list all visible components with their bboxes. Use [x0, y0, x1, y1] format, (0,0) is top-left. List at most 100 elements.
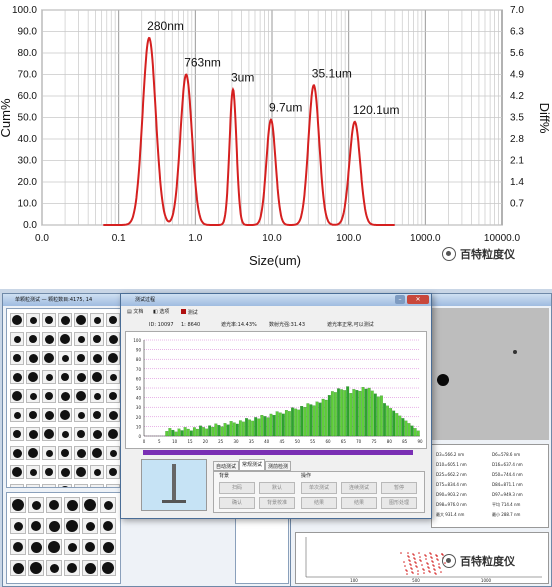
continuous-test-button[interactable]: 连续测试: [341, 482, 377, 494]
particle-thumbnail[interactable]: [10, 389, 24, 403]
particle-thumbnail[interactable]: [82, 539, 98, 555]
particle-thumbnail[interactable]: [10, 484, 24, 487]
particle-thumbnail[interactable]: [28, 497, 44, 513]
particle-thumbnail[interactable]: [106, 408, 120, 422]
particle-thumbnail[interactable]: [74, 370, 88, 384]
particle-thumbnail[interactable]: [10, 427, 24, 441]
particle-thumbnail[interactable]: [74, 313, 88, 327]
particle-thumbnail[interactable]: [58, 351, 72, 365]
particle-thumbnail[interactable]: [90, 465, 104, 479]
particle-thumbnail[interactable]: [74, 389, 88, 403]
particle-thumbnail[interactable]: [82, 560, 98, 576]
particle-thumbnail[interactable]: [74, 446, 88, 460]
result-button-2[interactable]: 结果: [341, 497, 377, 509]
particle-thumbnail[interactable]: [26, 446, 40, 460]
background-calibrate-button[interactable]: 背景校准: [259, 497, 295, 509]
particle-thumbnail[interactable]: [28, 560, 44, 576]
pause-button[interactable]: 暂停: [381, 482, 417, 494]
particle-thumbnail[interactable]: [106, 332, 120, 346]
particle-thumbnail[interactable]: [58, 446, 72, 460]
particle-thumbnail[interactable]: [26, 351, 40, 365]
particle-thumbnail[interactable]: [46, 518, 62, 534]
particle-thumbnail[interactable]: [90, 370, 104, 384]
particle-thumbnail[interactable]: [28, 518, 44, 534]
particle-thumbnail[interactable]: [58, 427, 72, 441]
particle-thumbnail[interactable]: [42, 389, 56, 403]
scan-button[interactable]: 扫码: [219, 482, 255, 494]
particle-thumbnail[interactable]: [106, 484, 120, 487]
particle-thumbnail[interactable]: [90, 332, 104, 346]
particle-thumbnail[interactable]: [46, 539, 62, 555]
particle-thumbnail[interactable]: [46, 560, 62, 576]
particle-thumbnail[interactable]: [26, 484, 40, 487]
particle-thumbnail[interactable]: [10, 518, 26, 534]
particle-thumbnail[interactable]: [10, 408, 24, 422]
particle-thumbnail[interactable]: [10, 351, 24, 365]
particle-thumbnail[interactable]: [106, 465, 120, 479]
particle-thumbnail[interactable]: [58, 313, 72, 327]
tab-pre-check[interactable]: 测前检测: [265, 461, 291, 471]
particle-thumbnail[interactable]: [26, 370, 40, 384]
toolbar-options[interactable]: ◧ 选项: [153, 309, 170, 315]
particle-thumbnail[interactable]: [58, 465, 72, 479]
particle-thumbnail[interactable]: [58, 408, 72, 422]
particle-thumbnail[interactable]: [42, 446, 56, 460]
tab-auto-test[interactable]: 自动测试: [213, 461, 239, 471]
particle-thumbnail[interactable]: [100, 560, 116, 576]
particle-thumbnail[interactable]: [26, 389, 40, 403]
particle-thumbnail[interactable]: [10, 465, 24, 479]
default-button[interactable]: 默认: [259, 482, 295, 494]
tab-routine-test[interactable]: 常规测试: [239, 459, 265, 471]
particle-thumbnail[interactable]: [74, 351, 88, 365]
particle-thumbnail[interactable]: [106, 446, 120, 460]
particle-thumbnail[interactable]: [106, 427, 120, 441]
range-bar[interactable]: [143, 450, 413, 455]
particle-thumbnail[interactable]: [42, 484, 56, 487]
particle-thumbnail[interactable]: [42, 332, 56, 346]
particle-thumbnail[interactable]: [82, 497, 98, 513]
toolbar-test[interactable]: 测试: [181, 309, 198, 317]
particle-thumbnail[interactable]: [90, 389, 104, 403]
particle-thumbnail[interactable]: [58, 389, 72, 403]
particle-thumbnail[interactable]: [64, 539, 80, 555]
particle-thumbnail[interactable]: [58, 370, 72, 384]
particle-thumbnail[interactable]: [74, 465, 88, 479]
particle-thumbnail[interactable]: [64, 518, 80, 534]
particle-thumbnail[interactable]: [10, 560, 26, 576]
particle-thumbnail[interactable]: [10, 446, 24, 460]
particle-thumbnail[interactable]: [58, 484, 72, 487]
result-button-1[interactable]: 结果: [301, 497, 337, 509]
particle-thumbnail[interactable]: [90, 351, 104, 365]
particle-thumbnail[interactable]: [26, 408, 40, 422]
confirm-button[interactable]: 确认: [219, 497, 255, 509]
particle-thumbnail[interactable]: [74, 408, 88, 422]
particle-thumbnail[interactable]: [42, 370, 56, 384]
particle-thumbnail[interactable]: [10, 497, 26, 513]
particle-thumbnail[interactable]: [42, 351, 56, 365]
particle-thumbnail[interactable]: [10, 332, 24, 346]
particle-thumbnail[interactable]: [90, 313, 104, 327]
particle-thumbnail[interactable]: [74, 484, 88, 487]
particle-thumbnail[interactable]: [90, 446, 104, 460]
particle-thumbnail[interactable]: [10, 370, 24, 384]
particle-thumbnail[interactable]: [74, 427, 88, 441]
particle-thumbnail[interactable]: [100, 539, 116, 555]
particle-thumbnail[interactable]: [42, 427, 56, 441]
particle-thumbnail[interactable]: [100, 518, 116, 534]
particle-thumbnail[interactable]: [46, 497, 62, 513]
particle-thumbnail[interactable]: [26, 465, 40, 479]
particle-thumbnail[interactable]: [58, 332, 72, 346]
toolbar-docs[interactable]: ▤ 文档: [127, 309, 144, 315]
particle-thumbnail[interactable]: [90, 408, 104, 422]
particle-thumbnail[interactable]: [26, 332, 40, 346]
particle-thumbnail[interactable]: [26, 427, 40, 441]
particle-thumbnail[interactable]: [10, 539, 26, 555]
particle-thumbnail[interactable]: [100, 497, 116, 513]
particle-thumbnail[interactable]: [42, 465, 56, 479]
particle-thumbnail[interactable]: [106, 313, 120, 327]
particle-thumbnail[interactable]: [64, 497, 80, 513]
particle-thumbnail[interactable]: [106, 351, 120, 365]
particle-thumbnail[interactable]: [64, 560, 80, 576]
particle-thumbnail[interactable]: [42, 313, 56, 327]
particle-thumbnail[interactable]: [74, 332, 88, 346]
